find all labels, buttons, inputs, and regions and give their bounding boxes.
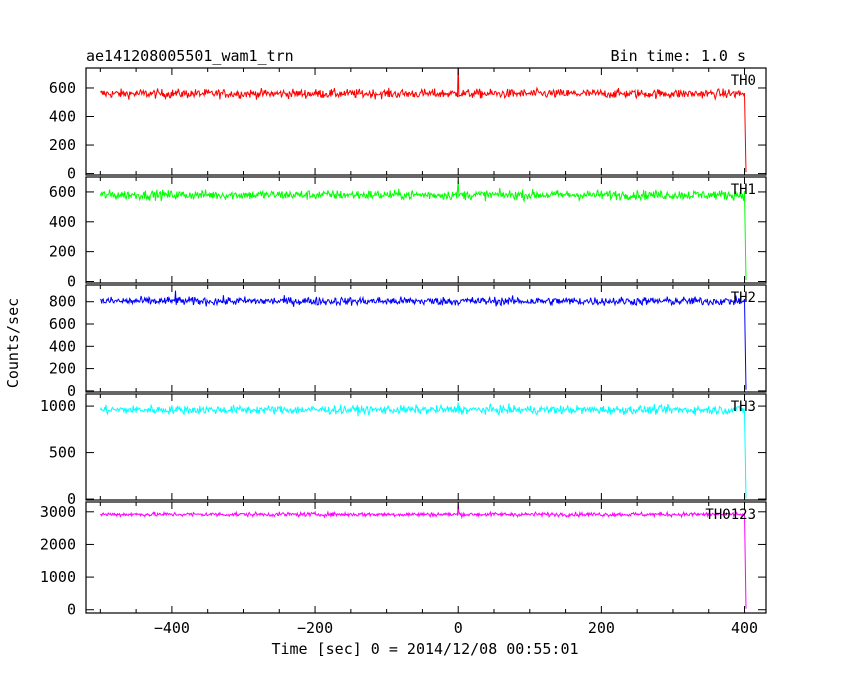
y-tick-label: 400	[49, 337, 76, 355]
y-tick-label: 500	[49, 444, 76, 462]
series-line-th1	[99, 179, 747, 281]
panel-frame	[85, 284, 767, 393]
panels: 0 200 400 600 TH0 0 200 400 600 TH1 0 200 400 600 800 T…	[40, 67, 767, 637]
series-line-th3	[99, 402, 747, 499]
y-tick-label: 600	[49, 183, 76, 201]
x-tick-label: −200	[297, 619, 333, 637]
y-tick-label: 0	[67, 382, 76, 400]
series-label-th1: TH1	[731, 182, 756, 198]
y-tick-label: 200	[49, 360, 76, 378]
y-tick-label: 0	[67, 601, 76, 619]
x-tick-label: 400	[731, 619, 758, 637]
series-label-th2: TH2	[731, 290, 756, 306]
y-tick-label: 0	[67, 273, 76, 291]
panel-frame	[85, 501, 767, 614]
y-tick-label: 400	[49, 213, 76, 231]
y-tick-label: 1000	[40, 568, 76, 586]
series-label-th0123: TH0123	[705, 507, 756, 523]
y-tick-label: 800	[49, 293, 76, 311]
y-tick-label: 600	[49, 315, 76, 333]
series-line-th0123	[99, 503, 747, 609]
series-line-th2	[99, 290, 747, 390]
y-tick-label: 600	[49, 79, 76, 97]
y-tick-label: 0	[67, 490, 76, 508]
series-line-th0	[99, 68, 747, 173]
y-tick-label: 200	[49, 136, 76, 154]
series-label-th0: TH0	[731, 73, 756, 89]
x-tick-label: 0	[454, 619, 463, 637]
panel-frame	[85, 176, 767, 284]
chart-title: ae141208005501_wam1_trn	[86, 47, 294, 65]
y-tick-label: 400	[49, 108, 76, 126]
x-axis-title: Time [sec] 0 = 2014/12/08 00:55:01	[271, 640, 578, 658]
y-tick-label: 200	[49, 243, 76, 261]
series-label-th3: TH3	[731, 399, 756, 415]
y-axis-title: Counts/sec	[4, 298, 22, 388]
y-tick-label: 3000	[40, 503, 76, 521]
panel-frame	[85, 67, 767, 176]
bin-time-label: Bin time: 1.0 s	[611, 47, 746, 65]
x-tick-label: −400	[154, 619, 190, 637]
y-tick-label: 0	[67, 165, 76, 183]
x-tick-label: 200	[588, 619, 615, 637]
y-tick-label: 1000	[40, 397, 76, 415]
y-tick-label: 2000	[40, 535, 76, 553]
panel-frame	[85, 393, 767, 501]
